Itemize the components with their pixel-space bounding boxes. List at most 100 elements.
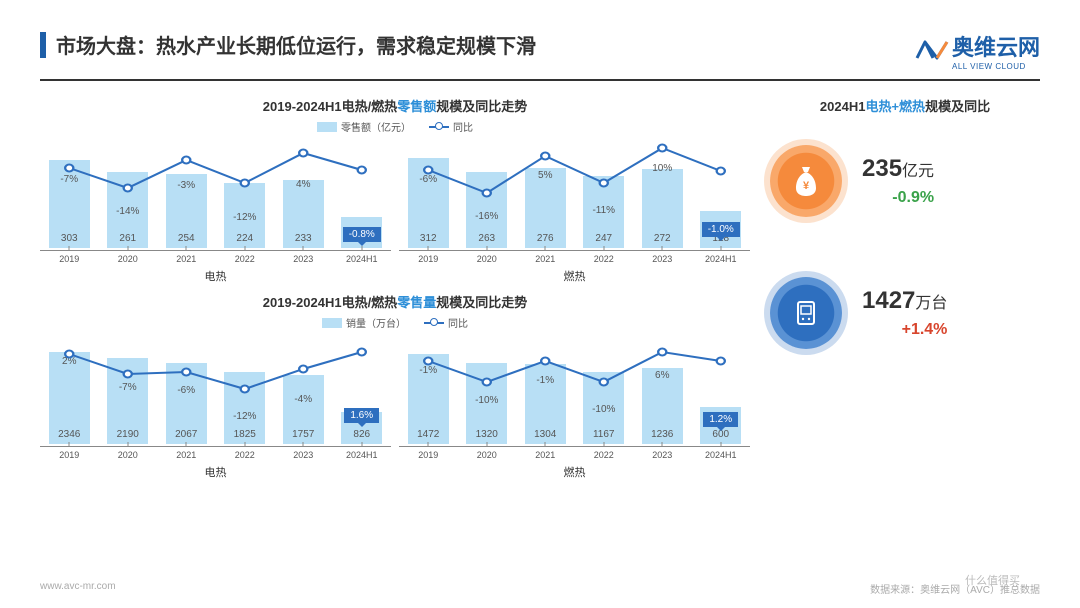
logo-text: 奥维云网 (952, 35, 1040, 60)
bar: 263 (466, 172, 507, 248)
growth-label: 6% (655, 370, 669, 381)
stat2-unit: 万台 (915, 295, 947, 312)
growth-label: -11% (592, 205, 615, 216)
x-axis-label: 2023 (633, 251, 692, 264)
growth-label: -4% (294, 394, 312, 405)
bar-col: -6%2067 (157, 363, 216, 444)
bar-col: -3%254 (157, 174, 216, 248)
x-axis-label: 2020 (458, 251, 517, 264)
x-axis-label: 2020 (99, 447, 158, 460)
legend-bar-label: 零售额（亿元） (341, 119, 411, 134)
watermark: 什么值得买 (965, 572, 1020, 588)
bar-col: 1.2%600 (692, 407, 751, 444)
x-axis-label: 2019 (399, 251, 458, 264)
logo-subtext: ALL VIEW CLOUD (952, 62, 1040, 71)
summary-title-hl: 电热+燃热 (865, 99, 925, 114)
chart-sub-label: 电热 (40, 268, 391, 284)
page-title: 市场大盘：热水产业长期低位运行，需求稳定规模下滑 (56, 30, 536, 59)
bar: 1757 (283, 375, 324, 444)
bar-col: 5%276 (516, 168, 575, 248)
growth-label: -12% (233, 212, 256, 223)
logo: 奥维云网 ALL VIEW CLOUD (912, 30, 1040, 71)
bar: 272 (642, 169, 683, 248)
bar-col: -11%247 (575, 176, 634, 248)
growth-badge: 1.2% (703, 412, 738, 427)
chart1-title-hl: 零售额 (397, 99, 436, 114)
chart2-title-post: 规模及同比走势 (436, 295, 527, 310)
growth-label: -3% (177, 180, 195, 191)
growth-label: -1% (536, 375, 554, 386)
bar-col: -14%261 (99, 172, 158, 248)
bar-col: -10%1167 (575, 372, 634, 444)
bar-col: 10%272 (633, 169, 692, 248)
x-axis-label: 2021 (157, 251, 216, 264)
chart1-title-pre: 2019-2024H1电热/燃热 (263, 99, 397, 114)
growth-label: -12% (233, 411, 256, 422)
stat-revenue: ¥ 235亿元 -0.9% (770, 145, 1040, 217)
bar: 233 (283, 180, 324, 248)
money-bag-icon: ¥ (770, 145, 842, 217)
sales-amount-chart: 2019-2024H1电热/燃热零售额规模及同比走势 零售额（亿元） 同比 -7… (40, 96, 750, 284)
legend-line-swatch (424, 322, 444, 324)
stat2-value: 1427 (862, 287, 915, 314)
x-axis-label: 2019 (399, 447, 458, 460)
growth-badge: -0.8% (343, 227, 381, 242)
summary-title-pre: 2024H1 (820, 99, 866, 114)
x-axis-label: 2020 (99, 251, 158, 264)
bar-col: 2%2346 (40, 352, 99, 444)
bar-col: -1%1472 (399, 354, 458, 444)
stat-volume: 1427万台 +1.4% (770, 277, 1040, 349)
chart2-right: -1%1472-10%1320-1%1304-10%11676%12361.2%… (399, 334, 750, 480)
growth-label: -16% (475, 211, 498, 222)
legend-line-label: 同比 (448, 315, 468, 330)
x-axis-label: 2022 (575, 251, 634, 264)
x-axis-label: 2024H1 (692, 251, 751, 264)
x-axis-label: 2024H1 (333, 251, 392, 264)
bar-col: -10%1320 (458, 363, 517, 444)
growth-label: -14% (116, 206, 139, 217)
legend-bar-swatch (322, 318, 342, 328)
x-axis-label: 2020 (458, 447, 517, 460)
bar-col: 4%233 (274, 180, 333, 248)
bar-col: -16%263 (458, 172, 517, 248)
legend-bar-swatch (317, 122, 337, 132)
chart2-left: 2%2346-7%2190-6%2067-12%1825-4%17571.6%8… (40, 334, 391, 480)
bar-col: -1%1304 (516, 364, 575, 444)
x-axis-label: 2024H1 (692, 447, 751, 460)
chart2-legend: 销量（万台） 同比 (40, 315, 750, 330)
growth-label: 2% (62, 356, 76, 367)
x-axis-label: 2019 (40, 447, 99, 460)
footer-url: www.avc-mr.com (40, 581, 116, 596)
chart2-title-pre: 2019-2024H1电热/燃热 (263, 295, 397, 310)
stat1-unit: 亿元 (902, 163, 934, 180)
bar: 2190 (107, 358, 148, 444)
growth-label: -7% (119, 382, 137, 393)
x-axis-label: 2021 (157, 447, 216, 460)
x-axis-label: 2023 (274, 251, 333, 264)
logo-icon (912, 36, 952, 66)
bar-col: -12%1825 (216, 372, 275, 444)
stat2-growth: +1.4% (862, 321, 947, 339)
bar: 2067 (166, 363, 207, 444)
appliance-icon (770, 277, 842, 349)
legend-line-swatch (429, 126, 449, 128)
bar: 312 (408, 158, 449, 248)
growth-label: 4% (296, 179, 310, 190)
chart1-legend: 零售额（亿元） 同比 (40, 119, 750, 134)
footer: www.avc-mr.com 数据来源：奥维云网（AVC）推总数据 (40, 581, 1040, 596)
chart1-left: -7%303-14%261-3%254-12%2244%233-0.8%1072… (40, 138, 391, 284)
growth-label: -6% (419, 174, 437, 185)
bar-col: -4%1757 (274, 375, 333, 444)
legend-bar-label: 销量（万台） (346, 315, 406, 330)
stat1-growth: -0.9% (862, 189, 934, 207)
growth-label: 10% (652, 163, 672, 174)
chart2-title-hl: 零售量 (397, 295, 436, 310)
legend-line-label: 同比 (453, 119, 473, 134)
stat1-value: 235 (862, 155, 902, 182)
x-axis-label: 2022 (216, 251, 275, 264)
growth-label: -10% (475, 395, 498, 406)
x-axis-label: 2023 (274, 447, 333, 460)
growth-label: -6% (177, 385, 195, 396)
growth-badge: 1.6% (344, 408, 379, 423)
growth-label: -1% (419, 365, 437, 376)
